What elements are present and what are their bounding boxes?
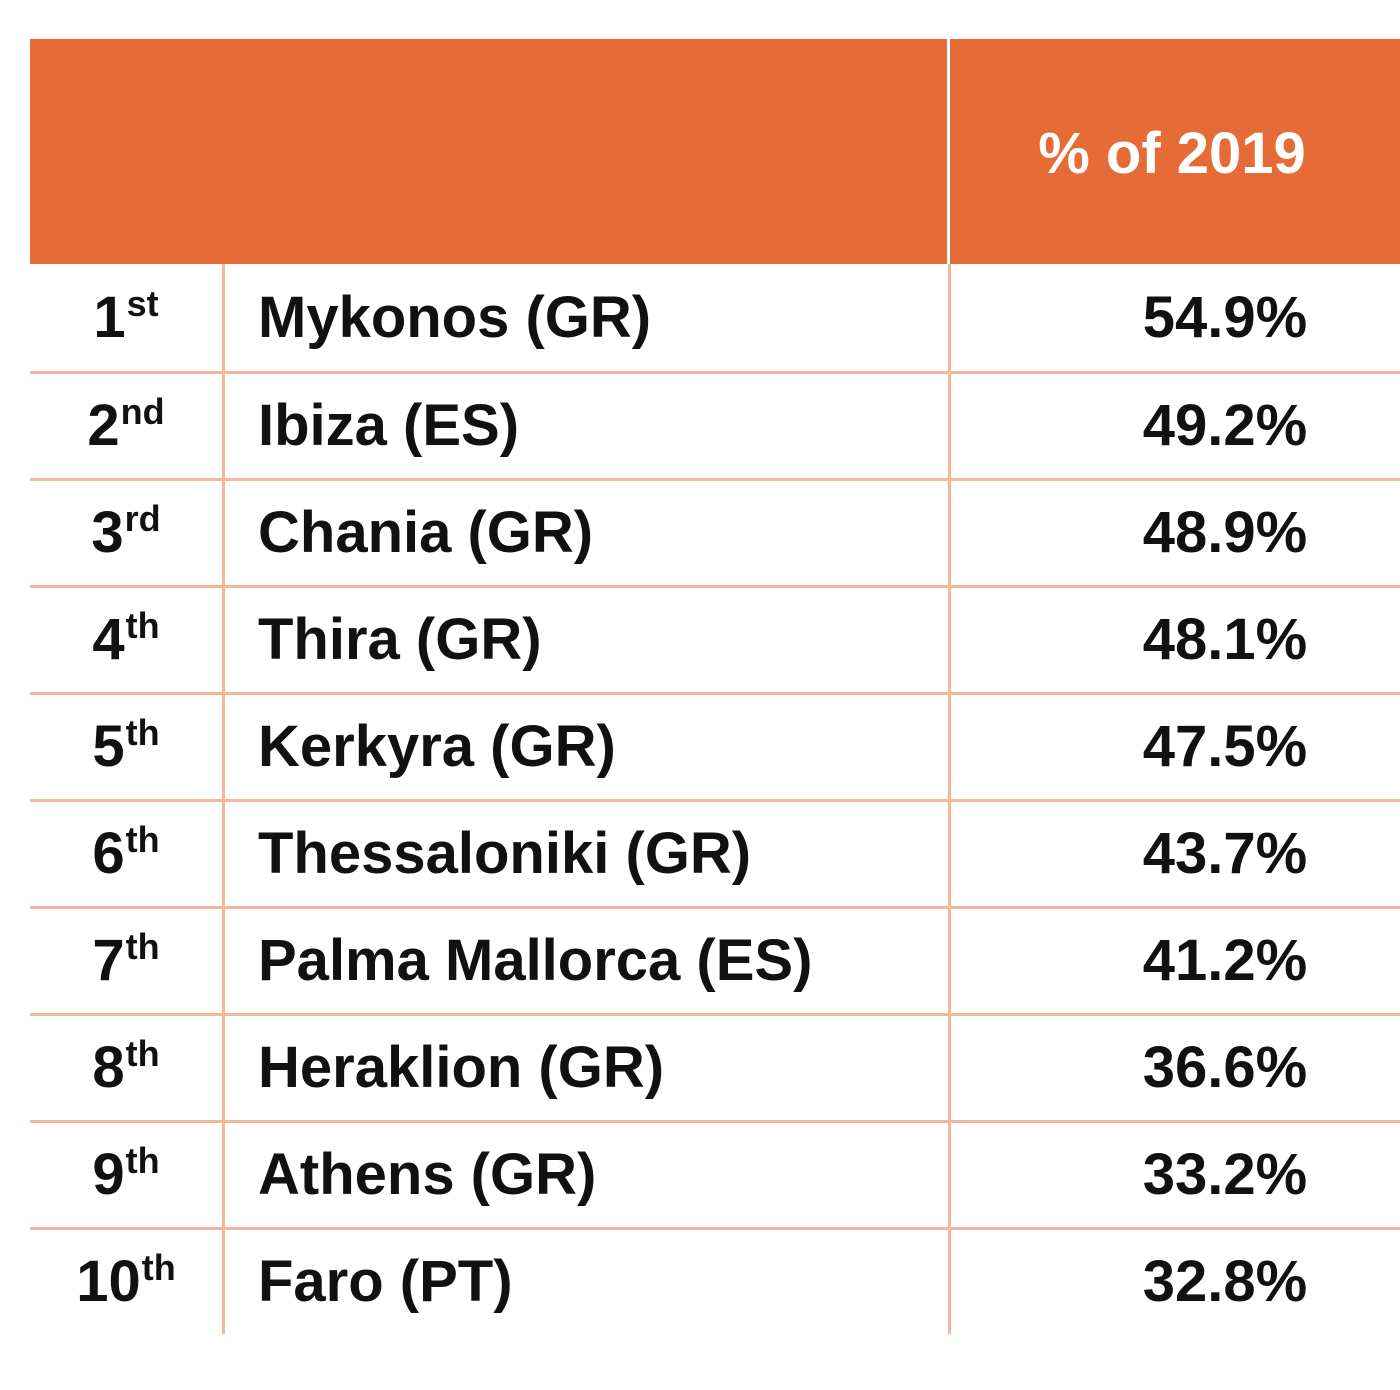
column-divider (222, 695, 225, 799)
percent-cell: 47.5% (1142, 714, 1308, 779)
rank-suffix: th (125, 819, 160, 860)
column-divider (222, 588, 225, 692)
column-divider (222, 802, 225, 906)
rank-suffix: th (125, 605, 160, 646)
city-cell: Kerkyra (GR) (258, 714, 616, 779)
percent-cell: 32.8% (1142, 1249, 1308, 1314)
rank-number: 4 (92, 607, 125, 672)
column-divider (948, 481, 951, 585)
city-cell: Heraklion (GR) (258, 1035, 665, 1100)
header-divider (947, 39, 950, 264)
city-cell: Faro (PT) (258, 1249, 513, 1314)
column-divider (222, 481, 225, 585)
column-divider (948, 1230, 951, 1334)
percent-of-2019-header: % of 2019 (1038, 121, 1306, 186)
percent-cell: 48.1% (1142, 607, 1308, 672)
rank-suffix: th (141, 1247, 176, 1288)
percent-cell: 43.7% (1142, 821, 1308, 886)
rank-number: 6 (92, 821, 125, 886)
column-divider (222, 374, 225, 478)
percent-cell: 54.9% (1142, 284, 1308, 350)
rank-number: 8 (92, 1035, 125, 1100)
rank-suffix: th (125, 1140, 160, 1181)
column-divider (948, 802, 951, 906)
rank-suffix: nd (120, 391, 165, 432)
city-cell: Ibiza (ES) (258, 393, 520, 458)
city-cell: Thira (GR) (258, 607, 542, 672)
column-divider (948, 909, 951, 1013)
column-divider (222, 1123, 225, 1227)
percent-cell: 36.6% (1142, 1035, 1308, 1100)
percent-cell: 41.2% (1142, 928, 1308, 993)
percent-cell: 33.2% (1142, 1142, 1308, 1207)
rank-number: 1 (93, 284, 126, 350)
rank-number: 5 (92, 714, 125, 779)
column-divider (222, 1016, 225, 1120)
rank-suffix: rd (124, 498, 161, 539)
column-divider (948, 264, 951, 371)
rank-suffix: st (126, 282, 159, 324)
rank-number: 9 (92, 1142, 125, 1207)
rank-number: 3 (91, 500, 124, 565)
rank-number: 2 (87, 393, 120, 458)
city-cell: Thessaloniki (GR) (258, 821, 752, 886)
percent-cell: 49.2% (1142, 393, 1308, 458)
column-divider (222, 1230, 225, 1334)
column-divider (948, 1123, 951, 1227)
column-divider (948, 1016, 951, 1120)
column-divider (222, 264, 225, 371)
rank-number: 10 (76, 1249, 141, 1314)
rank-suffix: th (125, 926, 160, 967)
city-cell: Athens (GR) (258, 1142, 597, 1207)
percent-cell: 48.9% (1142, 500, 1308, 565)
column-divider (948, 588, 951, 692)
rank-suffix: th (125, 712, 160, 753)
table-header: % of 2019 (30, 39, 1400, 264)
column-divider (948, 695, 951, 799)
rank-suffix: th (125, 1033, 160, 1074)
rank-number: 7 (92, 928, 125, 993)
city-cell: Chania (GR) (258, 500, 594, 565)
column-divider (222, 909, 225, 1013)
city-cell: Mykonos (GR) (258, 284, 652, 350)
column-divider (948, 374, 951, 478)
city-cell: Palma Mallorca (ES) (258, 928, 813, 993)
